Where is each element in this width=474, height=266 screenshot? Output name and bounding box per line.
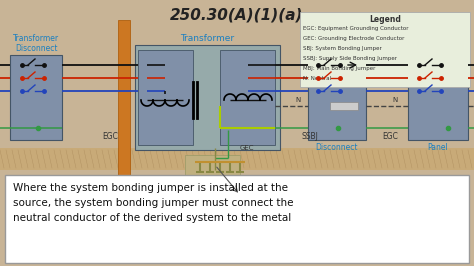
Bar	[408, 55, 468, 140]
Bar	[138, 50, 193, 145]
Text: Legend: Legend	[369, 15, 401, 24]
Text: Disconnect: Disconnect	[316, 143, 358, 152]
Bar	[185, 155, 240, 175]
Bar	[330, 102, 358, 110]
Text: SSBJ: SSBJ	[301, 132, 319, 141]
Bar	[5, 175, 469, 263]
Bar	[0, 20, 474, 170]
Text: N: Neutral: N: Neutral	[303, 76, 331, 81]
Text: Panel: Panel	[428, 143, 448, 152]
Text: N: N	[295, 97, 301, 103]
Text: Where the system bonding jumper is installed at the
source, the system bonding j: Where the system bonding jumper is insta…	[13, 183, 293, 223]
Text: GEC: Grounding Electrode Conductor: GEC: Grounding Electrode Conductor	[303, 36, 404, 41]
Bar	[10, 55, 62, 140]
Text: Transformer
Disconnect: Transformer Disconnect	[13, 34, 59, 53]
Text: EGC: Equipment Grounding Conductor: EGC: Equipment Grounding Conductor	[303, 26, 409, 31]
Bar	[220, 50, 275, 145]
Text: N: N	[392, 97, 398, 103]
Bar	[300, 12, 470, 87]
Bar	[118, 20, 130, 175]
Bar	[308, 55, 366, 140]
Text: EGC: EGC	[102, 132, 118, 141]
Text: SBJ: System Bonding Jumper: SBJ: System Bonding Jumper	[303, 46, 382, 51]
Text: EGC: EGC	[382, 132, 398, 141]
Text: SSBJ: Supply Side Bonding Jumper: SSBJ: Supply Side Bonding Jumper	[303, 56, 397, 61]
Bar	[0, 148, 474, 170]
Text: GEC: GEC	[240, 145, 255, 151]
Text: 250.30(A)(1)(a): 250.30(A)(1)(a)	[170, 8, 304, 23]
Text: Transformer: Transformer	[181, 34, 235, 43]
Bar	[135, 45, 280, 150]
Text: MBJ: Main Bonding Jumper: MBJ: Main Bonding Jumper	[303, 66, 375, 71]
